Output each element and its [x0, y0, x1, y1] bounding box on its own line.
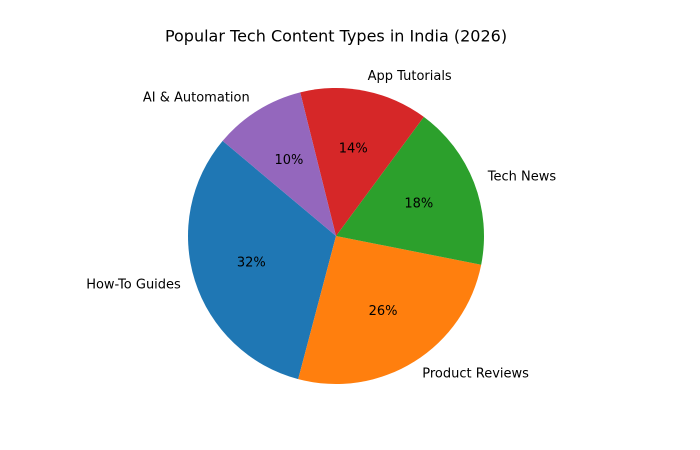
pie-slice [336, 116, 485, 265]
pie-slice [298, 236, 482, 385]
value-label: 10% [274, 153, 303, 168]
slice-label: Tech News [487, 170, 557, 185]
value-label: 18% [404, 196, 433, 211]
chart-title: Popular Tech Content Types in India (202… [165, 27, 507, 46]
slice-label: How-To Guides [86, 278, 181, 293]
value-label: 32% [237, 255, 266, 270]
slice-label: AI & Automation [143, 90, 250, 105]
value-label: 26% [369, 304, 398, 319]
pie-slice [188, 140, 336, 380]
slice-label: App Tutorials [368, 69, 452, 84]
pie-slice [222, 92, 336, 236]
value-label: 14% [339, 141, 368, 156]
slice-label: Product Reviews [422, 367, 529, 382]
pie-slice [300, 88, 424, 236]
